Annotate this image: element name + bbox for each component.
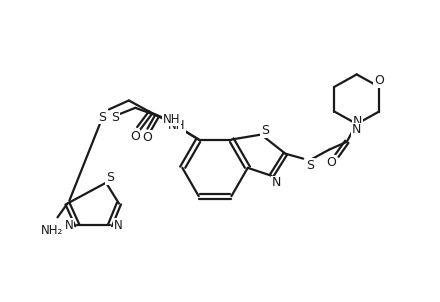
Text: O: O: [326, 156, 336, 169]
Text: O: O: [130, 130, 140, 143]
Text: S: S: [98, 111, 106, 124]
Text: N: N: [65, 219, 74, 232]
Text: S: S: [106, 171, 114, 184]
Text: N: N: [352, 124, 361, 137]
Text: O: O: [142, 131, 152, 144]
Text: N: N: [114, 219, 122, 232]
Text: NH: NH: [168, 119, 186, 132]
Text: NH₂: NH₂: [40, 224, 62, 237]
Text: NH: NH: [163, 113, 180, 126]
Text: O: O: [374, 74, 384, 87]
Text: S: S: [306, 159, 314, 172]
Text: S: S: [261, 124, 269, 137]
Text: N: N: [272, 176, 281, 189]
Text: N: N: [353, 115, 363, 128]
Text: S: S: [111, 111, 120, 124]
